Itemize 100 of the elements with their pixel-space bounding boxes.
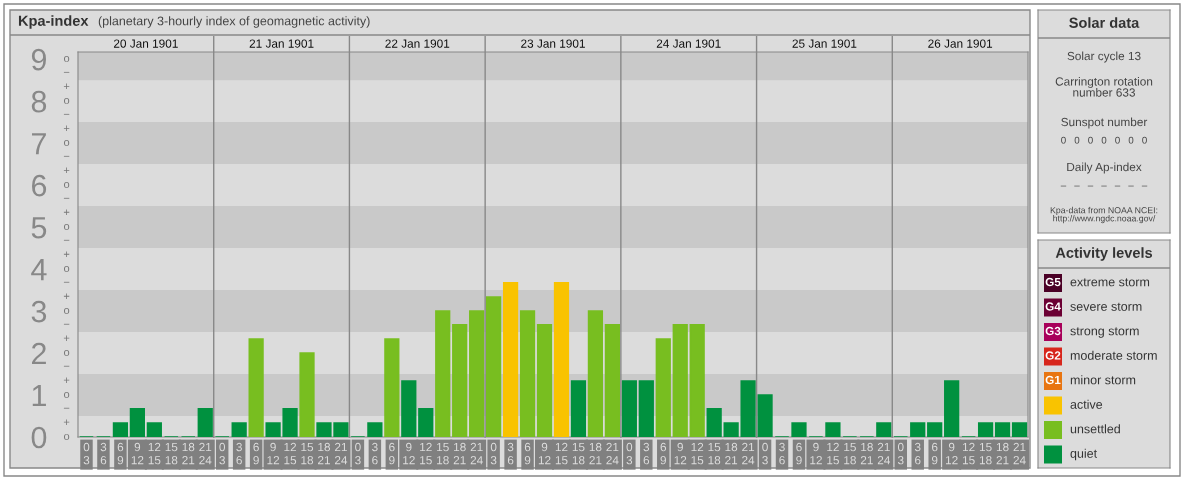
x-tick-label: 15 18 [572,442,585,465]
category-label: active [1070,399,1103,409]
text: o [63,265,70,273]
x-tick-label: 21 24 [470,442,483,465]
x-tick-label: 0 3 [83,442,90,465]
x-tick-label: 21 24 [199,442,212,465]
x-tick-label: 6 9 [796,442,802,465]
x-tick-label: 0 3 [355,442,361,465]
x-tick-label: 6 9 [117,442,124,465]
x-tick-label: 15 18 [844,442,856,465]
text: o [63,56,70,63]
x-tick-label: 21 24 [334,442,348,465]
x-tick-label: 21 24 [1013,442,1026,465]
text: + [63,377,70,383]
y-tick-label: 3 [31,300,47,323]
x-tick-label: 9 12 [403,442,415,465]
y-tick-label: 4 [31,259,47,281]
text: − [63,239,70,241]
text: Solar data [1069,17,1140,28]
text: + [63,209,70,215]
x-tick-label: 6 9 [389,442,395,465]
x-tick-label: 0 3 [219,442,226,465]
y-tick-label: 0 [31,426,47,449]
text: 25 Jan 1901 [792,39,857,48]
x-tick-label: 3 6 [507,442,514,465]
category-label: quiet [1070,448,1098,461]
y-tick-label: 9 [31,48,46,71]
x-tick-label: 6 9 [253,442,259,465]
text: Activity levels [1055,247,1153,261]
category-label: minor storm [1070,375,1136,385]
category-label: strong storm [1070,327,1139,338]
x-tick-label: 6 9 [524,442,531,465]
text: Daily Ap-index [1067,162,1142,174]
x-tick-label: 12 15 [148,442,161,465]
text: − [63,365,70,367]
category-label: moderate storm [1070,350,1157,360]
text: + [63,335,70,341]
text: G5 [1045,277,1061,287]
chart-subtitle: (planetary 3-hourly index of geomagnetic activity) [98,16,370,28]
text: Carrington rotation number 633 [1055,77,1153,97]
y-tick-label: 6 [32,174,47,197]
text: − [63,197,70,199]
text: 23 Jan 1901 [521,39,585,48]
text: – – – – – – – [1060,185,1148,187]
x-tick-label: 18 21 [725,442,738,465]
x-tick-label: 18 21 [996,442,1009,465]
text: 0 0 0 0 0 0 0 [1061,136,1147,144]
x-tick-label: 15 18 [979,442,992,465]
x-tick-label: 9 12 [538,442,551,465]
text: − [63,407,70,409]
x-tick-label: 21 24 [742,442,755,465]
y-tick-label: 7 [32,133,46,155]
x-tick-label: 15 18 [165,442,178,465]
y-tick-label: 5 [31,217,47,239]
x-tick-label: 15 18 [437,442,449,465]
text: o [63,307,70,315]
text: − [63,281,70,283]
x-tick-label: 12 15 [284,442,297,465]
x-tick-label: 0 3 [897,442,904,465]
text: 24 Jan 1901 [656,39,721,48]
x-tick-label: 6 9 [931,442,938,465]
chart-title: Kpa-index [18,15,89,29]
text: + [63,251,70,257]
x-tick-label: 9 12 [810,442,822,465]
text: Kpa-data from NOAA NCEI: http://www.ngdc.noaa.gov/ [1050,206,1158,224]
x-tick-label: 12 15 [827,442,839,465]
text: G4 [1045,302,1061,311]
x-tick-label: 0 3 [762,442,768,465]
x-tick-label: 3 6 [643,442,650,465]
x-tick-label: 12 15 [962,442,975,465]
text: + [63,125,70,132]
text: − [63,113,70,115]
x-tick-label: 9 12 [131,442,144,465]
text: G2 [1045,351,1061,360]
x-tick-label: 12 15 [691,442,704,465]
y-tick-label: 2 [31,342,46,365]
text: G3 [1045,326,1061,336]
x-tick-label: 3 6 [236,442,242,465]
x-tick-label: 3 6 [779,442,785,465]
x-tick-label: 3 6 [372,442,378,465]
x-tick-label: 18 21 [860,442,873,465]
text: − [63,323,70,325]
x-tick-label: 15 18 [301,442,314,465]
y-tick-label: 1 [32,385,46,407]
x-tick-label: 3 6 [914,442,921,465]
x-tick-label: 12 15 [420,442,432,465]
text: o [63,140,70,147]
text: o [63,433,70,440]
text: Sunspot number [1061,117,1148,129]
text: o [63,181,70,189]
text: 22 Jan 1901 [385,39,450,48]
text: + [63,419,70,425]
x-tick-label: 18 21 [453,442,466,465]
text: + [63,293,70,299]
x-tick-label: 0 3 [490,442,497,465]
text: 26 Jan 1901 [928,39,993,48]
y-tick-label: 8 [31,90,47,113]
text: + [63,83,70,90]
x-tick-label: 3 6 [100,442,107,465]
x-tick-label: 0 3 [626,442,633,465]
